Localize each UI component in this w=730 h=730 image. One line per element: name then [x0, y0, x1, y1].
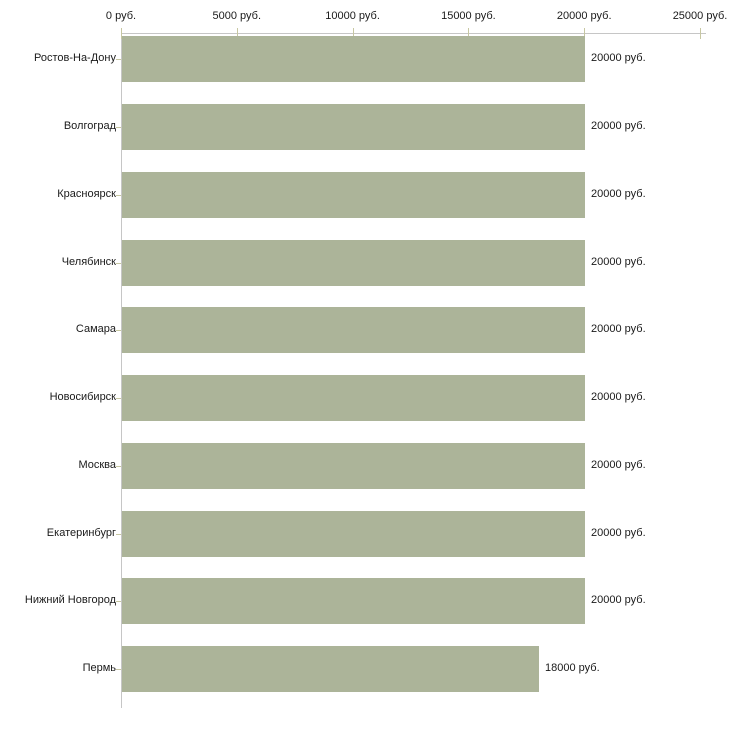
- y-axis-tick: [116, 534, 121, 535]
- y-axis-category-label: Ростов-На-Дону: [33, 52, 116, 64]
- bar: [122, 104, 585, 150]
- y-axis-tick: [116, 601, 121, 602]
- y-axis-tick: [116, 263, 121, 264]
- y-axis-category-label: Нижний Новгород: [24, 594, 116, 606]
- y-axis-line: [121, 33, 122, 708]
- y-axis-category-label: Новосибирск: [49, 391, 116, 403]
- x-axis-tick-label: 20000 руб.: [556, 10, 612, 22]
- x-axis-tick: [468, 28, 469, 39]
- y-axis-tick: [116, 669, 121, 670]
- y-axis-category-label: Пермь: [82, 662, 116, 674]
- bar: [122, 36, 585, 82]
- y-axis-tick: [116, 59, 121, 60]
- bar-value-label: 20000 руб.: [591, 120, 646, 132]
- bar-value-label: 20000 руб.: [591, 52, 646, 64]
- y-axis-category-label: Волгоград: [63, 120, 116, 132]
- y-axis-tick: [116, 127, 121, 128]
- bar-value-label: 18000 руб.: [545, 662, 600, 674]
- y-axis-tick: [116, 195, 121, 196]
- x-axis-tick-label: 10000 руб.: [325, 10, 380, 22]
- bar: [122, 240, 585, 286]
- y-axis-category-label: Екатеринбург: [46, 527, 116, 539]
- y-axis-category-label: Самара: [75, 323, 116, 335]
- bar-value-label: 20000 руб.: [591, 391, 646, 403]
- y-axis-category-label: Москва: [78, 459, 116, 471]
- bar-value-label: 20000 руб.: [591, 256, 646, 268]
- y-axis-tick: [116, 398, 121, 399]
- x-axis-tick-label: 25000 руб.: [672, 10, 728, 22]
- x-axis-tick: [584, 28, 585, 39]
- bar: [122, 443, 585, 489]
- bar: [122, 511, 585, 557]
- x-axis-tick-label: 5000 руб.: [212, 10, 262, 22]
- bar: [122, 578, 585, 624]
- bar: [122, 307, 585, 353]
- bar-value-label: 20000 руб.: [591, 594, 646, 606]
- x-axis-tick: [700, 28, 701, 39]
- x-axis-line: [121, 33, 706, 34]
- y-axis-tick: [116, 330, 121, 331]
- y-axis-tick: [116, 466, 121, 467]
- x-axis-tick: [237, 28, 238, 39]
- bar: [122, 172, 585, 218]
- y-axis-category-label: Челябинск: [61, 256, 116, 268]
- bar-value-label: 20000 руб.: [591, 323, 646, 335]
- x-axis-tick-label: 15000 руб.: [441, 10, 496, 22]
- x-axis-tick: [121, 28, 122, 39]
- bar-value-label: 20000 руб.: [591, 188, 646, 200]
- x-axis-tick: [353, 28, 354, 39]
- x-axis-tick-label: 0 руб.: [105, 10, 137, 22]
- bar: [122, 646, 539, 692]
- bar-value-label: 20000 руб.: [591, 527, 646, 539]
- bar-value-label: 20000 руб.: [591, 459, 646, 471]
- bar: [122, 375, 585, 421]
- y-axis-category-label: Красноярск: [57, 188, 116, 200]
